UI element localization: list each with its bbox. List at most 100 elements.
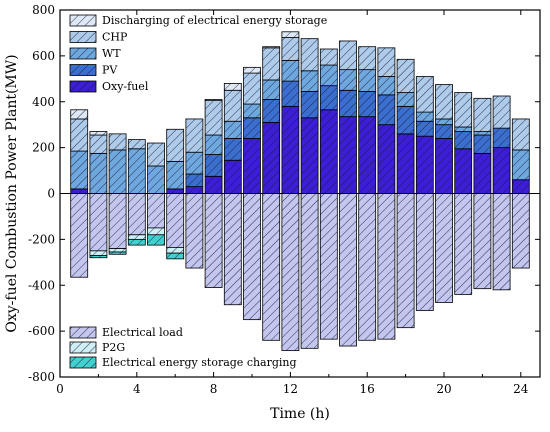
y-tick-label: -200 xyxy=(28,232,55,246)
bar-electrical-energy-storage-charging-h6 xyxy=(166,252,185,260)
bar-chp-h13 xyxy=(300,38,319,72)
y-tick-label: 0 xyxy=(47,187,55,201)
bar-oxy-fuel-h22 xyxy=(473,152,492,194)
bar-pv-h17 xyxy=(377,94,396,126)
bar-oxy-fuel-h9 xyxy=(223,159,242,194)
bar-electrical-energy-storage-charging-h4 xyxy=(127,238,146,246)
bar-wt-h24 xyxy=(511,149,530,181)
bar-chp-h21 xyxy=(454,92,473,128)
bar-wt-h9 xyxy=(223,120,242,139)
bar-wt-h13 xyxy=(300,70,319,92)
legend-label-p2g: P2G xyxy=(102,341,125,354)
y-tick-label: 400 xyxy=(32,95,55,109)
bar-p2g-h4 xyxy=(127,234,146,240)
bars-group xyxy=(70,31,530,352)
legend-swatch-oxy-fuel xyxy=(69,80,97,93)
bar-wt-h7 xyxy=(185,151,204,175)
bar-discharging-of-electrical-energy-storage-h12 xyxy=(281,31,300,38)
bar-pv-h12 xyxy=(281,80,300,107)
bar-electrical-load-h12 xyxy=(281,193,300,352)
bar-electrical-load-h9 xyxy=(223,193,242,306)
legend-label-discharging-of-electrical-energy-storage: Discharging of electrical energy storage xyxy=(102,14,327,27)
bar-oxy-fuel-h6 xyxy=(166,188,185,194)
bar-wt-h4 xyxy=(127,148,146,194)
bar-electrical-energy-storage-charging-h3 xyxy=(108,251,127,255)
bar-chp-h20 xyxy=(435,84,453,120)
bar-electrical-load-h4 xyxy=(127,193,146,236)
bar-oxy-fuel-h21 xyxy=(454,148,473,194)
bar-electrical-load-h1 xyxy=(70,193,89,278)
bar-pv-h22 xyxy=(473,134,492,154)
bar-oxy-fuel-h24 xyxy=(511,179,530,194)
bar-chp-h15 xyxy=(339,40,357,71)
bar-pv-h14 xyxy=(319,85,338,111)
bar-oxy-fuel-h10 xyxy=(243,138,261,194)
legends-group: Discharging of electrical energy storage… xyxy=(69,14,327,369)
bar-wt-h5 xyxy=(147,165,165,194)
legend-label-pv: PV xyxy=(102,64,118,77)
bar-electrical-energy-storage-charging-h2 xyxy=(89,255,108,259)
bar-electrical-load-h2 xyxy=(89,193,108,252)
bar-wt-h11 xyxy=(262,79,281,100)
bar-pv-h15 xyxy=(339,89,357,118)
bar-oxy-fuel-h12 xyxy=(281,105,300,194)
bar-pv-h16 xyxy=(358,91,377,118)
bar-electrical-load-h8 xyxy=(204,193,223,288)
bar-oxy-fuel-h19 xyxy=(415,135,434,194)
ticks-group: -800 -600 -400 -200 0 200 400 600 800 0 4 8 12 16 20 24 xyxy=(28,3,540,396)
bar-wt-h10 xyxy=(243,103,261,119)
bar-pv-h9 xyxy=(223,138,242,161)
legend-label-chp: CHP xyxy=(102,31,128,44)
bar-electrical-load-h17 xyxy=(377,193,396,340)
y-tick-label: 800 xyxy=(32,3,55,17)
bar-electrical-load-h21 xyxy=(454,193,473,295)
bar-wt-h18 xyxy=(396,92,415,107)
legend-label-electrical-load: Electrical load xyxy=(102,326,183,339)
bar-chp-h19 xyxy=(415,76,434,113)
bar-electrical-load-h5 xyxy=(147,193,165,229)
bar-discharging-of-electrical-energy-storage-h10 xyxy=(243,66,261,74)
bar-chp-h11 xyxy=(262,47,281,81)
y-tick-label: -800 xyxy=(28,370,55,384)
bar-pv-h11 xyxy=(262,99,281,123)
bar-electrical-load-h23 xyxy=(492,193,511,291)
bar-electrical-load-h22 xyxy=(473,193,492,290)
bar-wt-h2 xyxy=(89,152,108,194)
bar-oxy-fuel-h11 xyxy=(262,121,281,194)
bar-wt-h20 xyxy=(435,118,453,126)
legend-swatch-electrical-energy-storage-charging xyxy=(69,356,97,369)
bar-wt-h1 xyxy=(70,150,89,190)
x-tick-label: 12 xyxy=(283,382,298,396)
bar-electrical-energy-storage-charging-h5 xyxy=(147,234,165,246)
bar-chp-h1 xyxy=(70,118,89,152)
bar-chp-h7 xyxy=(185,118,204,153)
x-tick-label: 24 xyxy=(513,382,529,396)
bar-chp-h6 xyxy=(166,128,185,162)
bar-wt-h12 xyxy=(281,60,300,82)
bar-wt-h14 xyxy=(319,64,338,87)
bar-p2g-h5 xyxy=(147,227,165,236)
bar-wt-h21 xyxy=(454,126,473,132)
y-axis-title: Oxy-fuel Combustion Power Plant(MW) xyxy=(4,54,20,332)
bar-oxy-fuel-h16 xyxy=(358,116,377,194)
bar-wt-h16 xyxy=(358,69,377,92)
bar-chp-h3 xyxy=(108,133,127,151)
bar-pv-h21 xyxy=(454,131,473,150)
bar-chp-h14 xyxy=(319,48,338,66)
bar-oxy-fuel-h20 xyxy=(435,138,453,194)
bar-oxy-fuel-h13 xyxy=(300,117,319,194)
x-tick-label: 16 xyxy=(360,382,375,396)
x-tick-label: 4 xyxy=(133,382,141,396)
x-tick-label: 0 xyxy=(56,382,64,396)
bar-chp-h4 xyxy=(127,139,146,150)
bar-pv-h13 xyxy=(300,91,319,119)
bar-electrical-load-h13 xyxy=(300,193,319,349)
bar-pv-h20 xyxy=(435,124,453,139)
bar-chp-h9 xyxy=(223,89,242,122)
bar-electrical-load-h18 xyxy=(396,193,415,329)
bar-oxy-fuel-h1 xyxy=(70,188,89,194)
legend-swatch-p2g xyxy=(69,341,97,354)
bar-wt-h8 xyxy=(204,134,223,155)
